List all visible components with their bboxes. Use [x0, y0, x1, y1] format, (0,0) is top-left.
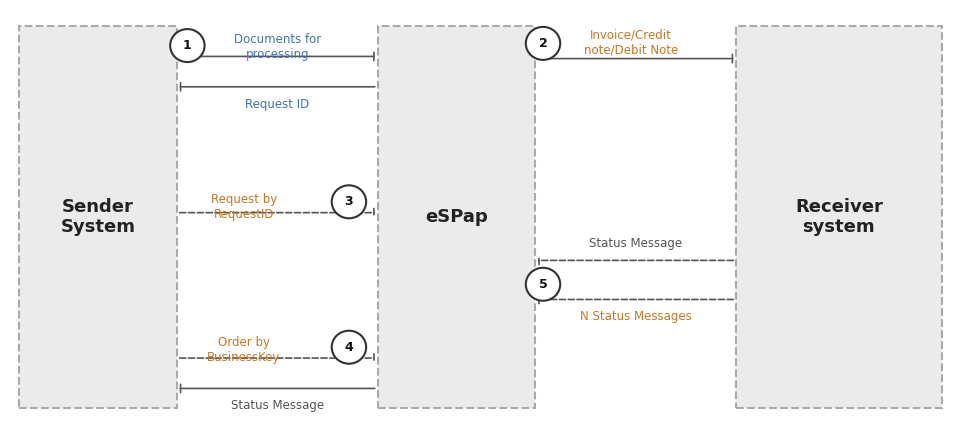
Text: 3: 3 — [344, 195, 354, 208]
Text: N Status Messages: N Status Messages — [580, 310, 691, 323]
FancyBboxPatch shape — [19, 26, 177, 408]
Text: Receiver
system: Receiver system — [795, 197, 882, 237]
Ellipse shape — [526, 27, 560, 60]
Text: 2: 2 — [538, 37, 548, 50]
Text: Documents for
processing: Documents for processing — [233, 33, 321, 61]
Ellipse shape — [332, 185, 366, 218]
Text: Request by
RequestID: Request by RequestID — [210, 193, 277, 221]
Text: 4: 4 — [344, 341, 354, 354]
Text: Invoice/Credit
note/Debit Note: Invoice/Credit note/Debit Note — [584, 28, 678, 56]
Text: 5: 5 — [538, 278, 548, 291]
Text: Order by
BusinessKey: Order by BusinessKey — [207, 336, 280, 365]
Ellipse shape — [332, 331, 366, 364]
Text: Request ID: Request ID — [245, 98, 310, 111]
Text: 1: 1 — [183, 39, 192, 52]
Ellipse shape — [526, 268, 560, 301]
Text: eSPap: eSPap — [425, 208, 488, 226]
Text: Sender
System: Sender System — [60, 197, 136, 237]
Text: Status Message: Status Message — [589, 237, 683, 250]
FancyBboxPatch shape — [736, 26, 942, 408]
Text: Status Message: Status Message — [230, 399, 324, 412]
Ellipse shape — [170, 29, 205, 62]
FancyBboxPatch shape — [378, 26, 535, 408]
